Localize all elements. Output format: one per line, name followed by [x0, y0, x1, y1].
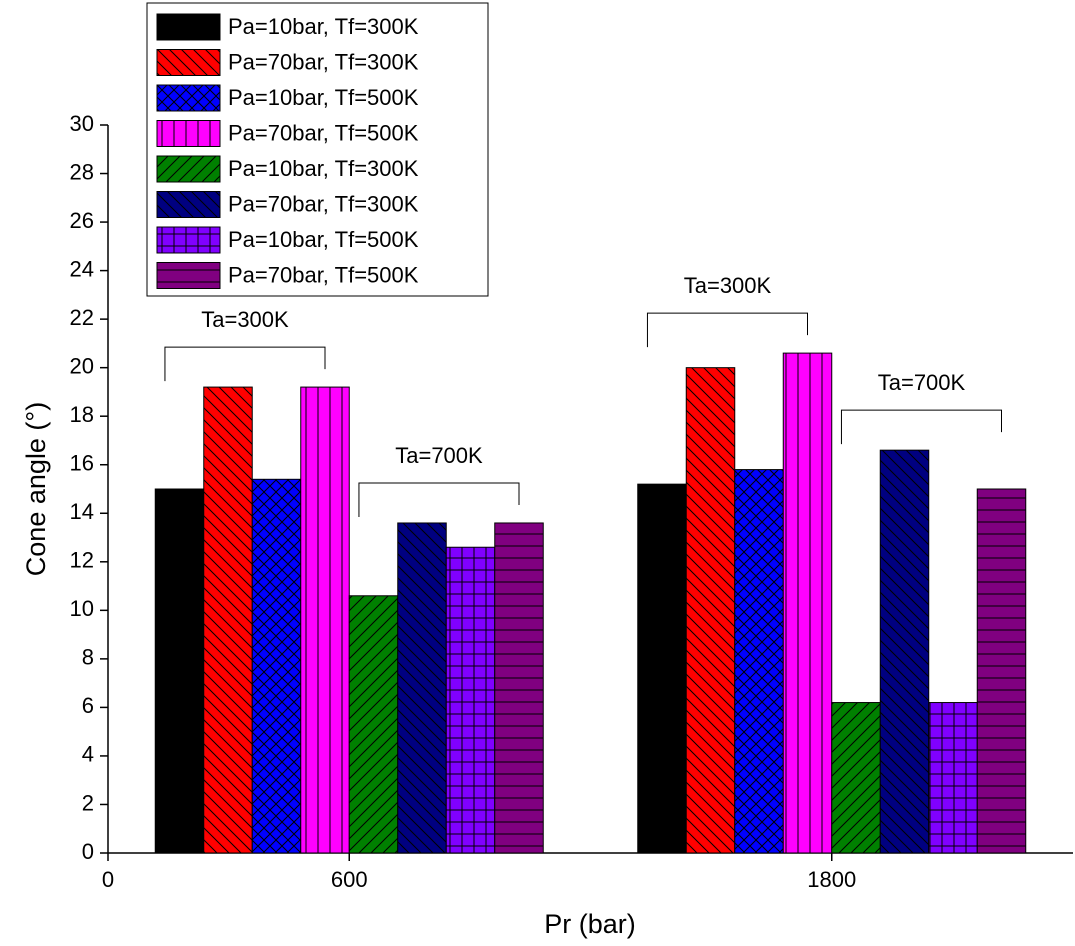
- y-tick-label: 16: [70, 451, 94, 476]
- legend: Pa=10bar, Tf=300K Pa=70bar, Tf=300K Pa=10b…: [146, 2, 489, 297]
- legend-label: Pa=70bar, Tf=300K: [228, 49, 419, 74]
- y-tick-label: 18: [70, 402, 94, 427]
- y-tick-label: 30: [70, 111, 94, 136]
- y-tick-label: 26: [70, 208, 94, 233]
- y-tick-label: 20: [70, 353, 94, 378]
- legend-swatch: [156, 155, 221, 183]
- legend-label: Pa=10bar, Tf=300K: [228, 156, 419, 181]
- y-tick-label: 2: [82, 790, 94, 815]
- legend-label: Pa=10bar, Tf=500K: [228, 85, 419, 110]
- bar: [445, 546, 496, 854]
- bar: [637, 483, 687, 854]
- y-axis-title: Cone angle (°): [21, 402, 51, 576]
- legend-swatch: [156, 49, 221, 76]
- bar: [782, 352, 833, 854]
- legend-swatch: [156, 84, 221, 112]
- bar: [397, 522, 447, 854]
- y-tick-label: 6: [82, 693, 94, 718]
- legend-swatch: [156, 262, 221, 289]
- y-tick-label: 10: [70, 596, 94, 621]
- bar: [203, 386, 253, 854]
- bar: [879, 449, 930, 854]
- legend-label: Pa=70bar, Tf=300K: [228, 191, 419, 216]
- bar: [685, 367, 736, 854]
- bar: [831, 702, 881, 854]
- bar: [734, 469, 784, 854]
- legend-label: Pa=10bar, Tf=300K: [228, 14, 419, 39]
- annotation-bracket: [358, 482, 520, 517]
- annotation: Ta=700K: [395, 443, 483, 468]
- bar: [251, 478, 302, 854]
- y-tick-label: 0: [82, 839, 94, 864]
- annotation: Ta=300K: [684, 273, 772, 298]
- bar: [494, 522, 544, 854]
- y-tick-label: 28: [70, 159, 94, 184]
- y-tick-label: 8: [82, 645, 94, 670]
- y-tick-label: 22: [70, 305, 94, 330]
- legend-swatch: [156, 120, 221, 147]
- legend-swatch: [156, 191, 221, 218]
- x-tick-label: 0: [102, 867, 114, 892]
- annotation: Ta=700K: [878, 370, 966, 395]
- y-tick-label: 4: [82, 742, 94, 767]
- legend-swatch: [156, 13, 221, 41]
- bar: [976, 488, 1027, 854]
- y-tick-label: 14: [70, 499, 94, 524]
- bar: [928, 702, 978, 854]
- legend-label: Pa=70bar, Tf=500K: [228, 262, 419, 287]
- x-tick-label: 600: [331, 867, 368, 892]
- legend-label: Pa=10bar, Tf=500K: [228, 227, 419, 252]
- x-axis-title: Pr (bar): [544, 909, 636, 939]
- annotation-bracket: [164, 346, 326, 382]
- x-tick-label: 1800: [807, 867, 856, 892]
- y-tick-label: 24: [70, 256, 94, 281]
- y-tick-label: 12: [70, 548, 94, 573]
- annotation-bracket: [840, 409, 1002, 445]
- bar: [300, 386, 350, 854]
- legend-label: Pa=70bar, Tf=500K: [228, 120, 419, 145]
- bar: [348, 595, 399, 854]
- bar: [154, 488, 205, 854]
- annotation: Ta=300K: [201, 307, 289, 332]
- annotation-bracket: [646, 312, 808, 348]
- legend-swatch: [156, 226, 221, 254]
